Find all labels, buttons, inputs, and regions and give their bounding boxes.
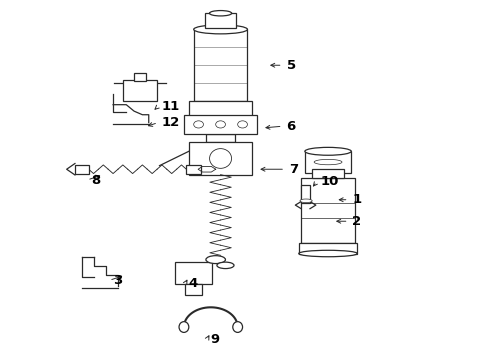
- Bar: [185, 284, 202, 295]
- Bar: [175, 262, 212, 284]
- Bar: [301, 178, 355, 243]
- Text: 9: 9: [211, 333, 220, 346]
- Text: 1: 1: [352, 193, 362, 206]
- Ellipse shape: [210, 149, 232, 168]
- Bar: [189, 142, 252, 175]
- Ellipse shape: [314, 159, 342, 165]
- Ellipse shape: [217, 262, 234, 269]
- Ellipse shape: [300, 199, 312, 203]
- Circle shape: [194, 121, 203, 128]
- Text: 12: 12: [162, 116, 180, 129]
- Ellipse shape: [209, 10, 232, 16]
- Ellipse shape: [233, 321, 243, 332]
- Bar: [189, 101, 252, 117]
- Bar: [206, 134, 235, 142]
- Text: 6: 6: [287, 120, 296, 133]
- Text: 7: 7: [289, 163, 298, 176]
- Text: 11: 11: [162, 100, 180, 113]
- Bar: [301, 185, 310, 203]
- Ellipse shape: [305, 147, 351, 155]
- Ellipse shape: [299, 250, 357, 257]
- Bar: [186, 165, 201, 174]
- Bar: [299, 243, 357, 253]
- Bar: [75, 165, 89, 174]
- Text: 2: 2: [352, 215, 362, 228]
- Text: 3: 3: [113, 274, 122, 287]
- Text: 8: 8: [91, 174, 100, 186]
- Bar: [123, 80, 157, 101]
- Bar: [194, 30, 247, 101]
- Bar: [305, 151, 351, 173]
- Ellipse shape: [179, 321, 189, 332]
- Text: 5: 5: [287, 59, 295, 72]
- Ellipse shape: [194, 25, 247, 34]
- Circle shape: [216, 121, 225, 128]
- Text: 4: 4: [189, 278, 198, 291]
- Bar: [205, 13, 237, 28]
- Circle shape: [238, 121, 247, 128]
- Bar: [312, 169, 344, 178]
- Bar: [134, 73, 146, 81]
- Ellipse shape: [206, 256, 225, 264]
- Text: 10: 10: [321, 175, 339, 188]
- Bar: [184, 114, 257, 134]
- Bar: [206, 101, 235, 114]
